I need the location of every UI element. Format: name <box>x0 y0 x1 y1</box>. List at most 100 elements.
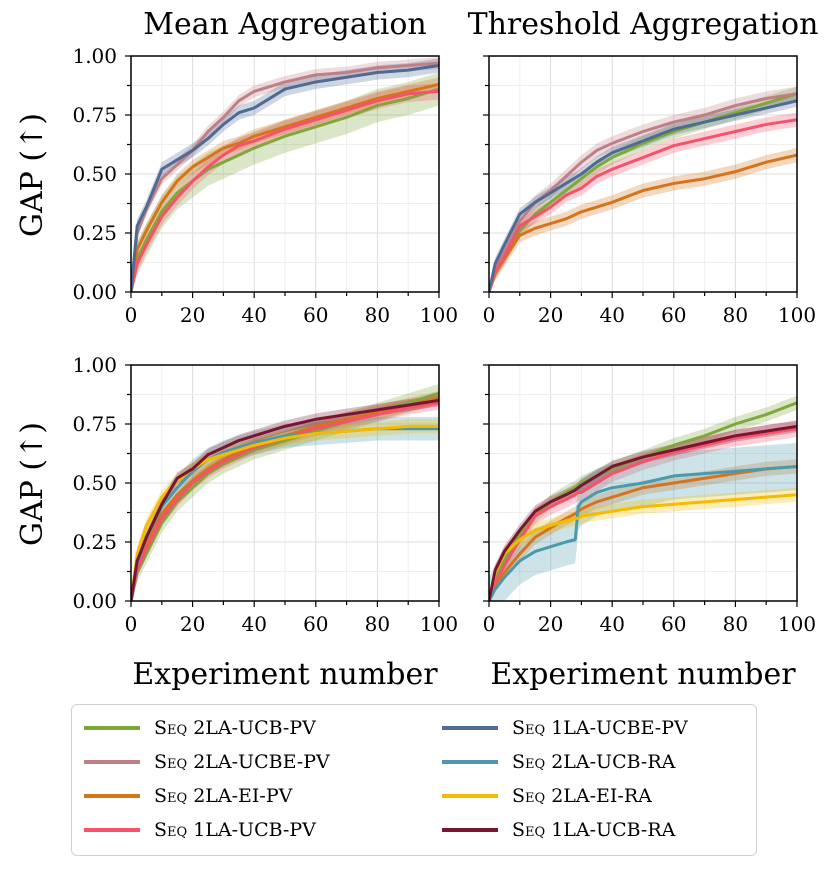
x-tick-label: 0 <box>483 612 496 636</box>
y-tick-label: 1.00 <box>72 353 117 377</box>
band-seq-2la-ei-ra <box>131 419 439 601</box>
y-tick-label: 0.00 <box>72 280 117 304</box>
x-tick-label: 20 <box>538 303 563 327</box>
x-tick-label: 0 <box>125 612 138 636</box>
x-tick-label: 100 <box>778 303 816 327</box>
line-seq-2la-ei-ra <box>131 424 439 601</box>
line-seq-2la-ucbe-pv <box>131 61 439 292</box>
band-seq-2la-ucb-ra <box>131 416 439 601</box>
legend-item-2la-ei-ra: Seq 2LA-EI-RA <box>442 781 652 811</box>
y-tick-label: 0.25 <box>72 221 117 245</box>
legend-label: Seq 1LA-UCBE-PV <box>512 717 688 739</box>
line-seq-2la-ucb-pv <box>489 401 797 601</box>
panel-top-left: 0 20 40 60 80 100 0.00 0.25 0.50 0.75 1.00 <box>72 44 458 327</box>
y-tick-label: 0.50 <box>72 162 117 186</box>
band-seq-2la-ei-ra <box>489 487 797 601</box>
legend-swatch <box>84 794 140 798</box>
legend-label-name: 2LA-EI-PV <box>187 785 293 807</box>
legend-label: Seq 2LA-UCB-PV <box>154 717 316 739</box>
x-tick-label: 40 <box>241 612 266 636</box>
series-group <box>131 57 439 292</box>
line-seq-1la-ucb-pv <box>131 89 439 292</box>
line-seq-2la-ei-pv <box>489 464 797 601</box>
legend-label-name: 2LA-UCB-PV <box>187 717 316 739</box>
legend-label: Seq 2LA-EI-PV <box>154 785 292 807</box>
col-title-mean: Mean Aggregation <box>143 7 427 42</box>
ylabel-top: GAP (↑) <box>15 113 50 237</box>
panel-bottom-right: 0 20 40 60 80 100 <box>483 364 816 636</box>
legend-label-prefix: Seq <box>512 819 546 841</box>
legend-swatch <box>84 726 140 730</box>
legend-swatch <box>84 760 140 764</box>
x-tick-label: 80 <box>723 612 748 636</box>
line-seq-2la-ucb-pv <box>131 87 439 292</box>
panel-bottom-left: 0 20 40 60 80 100 0.00 0.25 0.50 0.75 1.00 <box>72 353 458 636</box>
legend-label-prefix: Seq <box>154 785 188 807</box>
legend-label-name: 1LA-UCB-RA <box>545 819 676 841</box>
x-tick-label: 60 <box>303 612 328 636</box>
band-seq-2la-ucb-ra <box>489 442 797 601</box>
x-tick-label: 60 <box>661 612 686 636</box>
x-tick-label: 0 <box>483 303 496 327</box>
line-seq-2la-ucb-ra <box>489 464 797 601</box>
series-group <box>489 395 797 601</box>
legend-label: Seq 2LA-UCBE-PV <box>154 751 330 773</box>
legend-item-1la-ucbe-pv: Seq 1LA-UCBE-PV <box>442 713 688 743</box>
x-tick-label: 20 <box>538 612 563 636</box>
line-seq-1la-ucb-pv <box>489 118 797 292</box>
x-tick-label: 60 <box>303 303 328 327</box>
legend-item-2la-ucbe-pv: Seq 2LA-UCBE-PV <box>84 747 330 777</box>
band-seq-2la-ucb-pv <box>489 395 797 601</box>
legend-label-name: 2LA-UCB-RA <box>545 751 676 773</box>
legend-label: Seq 1LA-UCB-PV <box>154 819 316 841</box>
x-tick-label: 100 <box>778 612 816 636</box>
y-tick-label: 0.25 <box>72 530 117 554</box>
legend-swatch <box>442 726 498 730</box>
legend-swatch <box>442 794 498 798</box>
col-title-threshold: Threshold Aggregation <box>468 7 819 42</box>
legend-label-prefix: Seq <box>154 751 188 773</box>
line-seq-2la-ei-pv <box>131 82 439 292</box>
legend-label-name: 1LA-UCB-PV <box>187 819 316 841</box>
legend-label-name: 1LA-UCBE-PV <box>545 717 688 739</box>
legend-swatch <box>442 828 498 832</box>
legend-swatch <box>84 828 140 832</box>
line-seq-1la-ucb-pv <box>131 401 439 601</box>
x-tick-label: 80 <box>723 303 748 327</box>
y-tick-label: 0.75 <box>72 412 117 436</box>
y-tick-label: 0.50 <box>72 471 117 495</box>
x-tick-label: 100 <box>420 303 458 327</box>
legend-label-name: 2LA-UCBE-PV <box>187 751 330 773</box>
legend-label: Seq 2LA-UCB-RA <box>512 751 675 773</box>
band-seq-2la-ei-pv <box>131 77 439 292</box>
legend: Seq 2LA-UCB-PV Seq 2LA-UCBE-PV Seq 2LA-EI-… <box>71 704 757 856</box>
line-seq-2la-ucbe-pv <box>489 92 797 292</box>
x-tick-label: 80 <box>365 303 390 327</box>
legend-item-2la-ucb-ra: Seq 2LA-UCB-RA <box>442 747 675 777</box>
legend-label-prefix: Seq <box>512 785 546 807</box>
legend-item-1la-ucb-pv: Seq 1LA-UCB-PV <box>84 815 316 845</box>
ylabel-bottom: GAP (↑) <box>15 422 50 546</box>
band-seq-1la-ucb-pv <box>131 83 439 292</box>
legend-swatch <box>442 760 498 764</box>
series-group <box>131 383 439 601</box>
y-tick-label: 1.00 <box>72 44 117 68</box>
figure: Mean Aggregation Threshold Aggregation G… <box>15 7 819 692</box>
x-tick-label: 40 <box>241 303 266 327</box>
x-tick-label: 0 <box>125 303 138 327</box>
x-tick-label: 80 <box>365 612 390 636</box>
panel-top-right: 0 20 40 60 80 100 <box>483 55 816 327</box>
line-seq-1la-ucbe-pv <box>489 99 797 292</box>
line-seq-2la-ei-pv <box>131 396 439 601</box>
legend-item-1la-ucb-ra: Seq 1LA-UCB-RA <box>442 815 675 845</box>
x-tick-label: 40 <box>599 612 624 636</box>
legend-label-prefix: Seq <box>512 717 546 739</box>
x-tick-label: 60 <box>661 303 686 327</box>
legend-label-prefix: Seq <box>512 751 546 773</box>
legend-label-prefix: Seq <box>154 819 188 841</box>
x-tick-label: 100 <box>420 612 458 636</box>
xlabel-right: Experiment number <box>490 657 796 692</box>
band-seq-2la-ei-pv <box>131 390 439 601</box>
legend-label: Seq 2LA-EI-RA <box>512 785 652 807</box>
band-seq-2la-ucb-pv <box>131 72 439 292</box>
